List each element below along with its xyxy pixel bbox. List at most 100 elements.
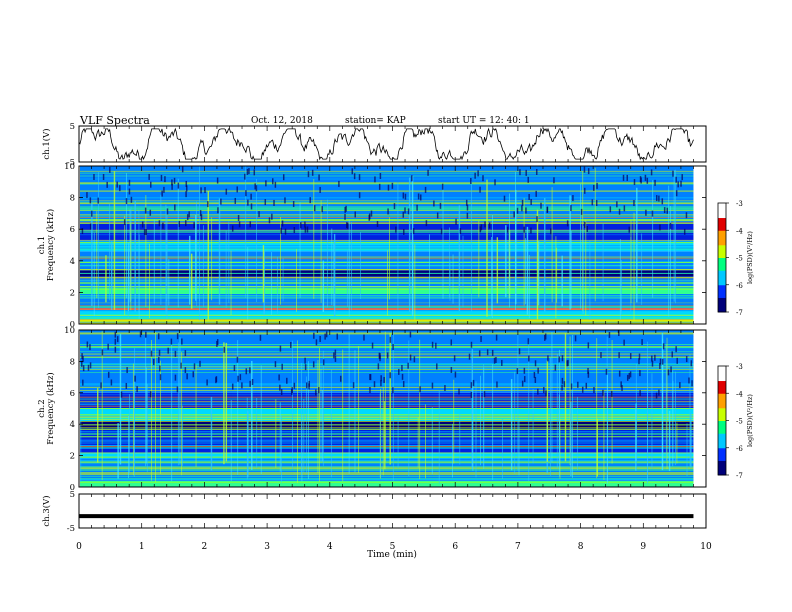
spectrogram-speckle [184,367,187,374]
spectrogram-speckle [608,331,611,338]
spectrogram-speckle [238,221,241,228]
spectrogram-speckle [393,203,396,210]
y-tick-label: 4 [70,257,75,267]
spectrogram-speckle [519,169,521,176]
spectrogram-speckle [89,362,92,369]
colorbar-segment [718,255,726,258]
spectrogram-speckle [373,381,376,388]
colorbar-segment [718,222,726,226]
colorbar-segment [718,389,726,392]
spectrogram-speckle [683,228,686,235]
spectrogram-speckle [358,174,361,181]
spectrogram-speckle [586,225,589,232]
colorbar-tick-label: -7 [736,472,743,480]
spectrogram-speckle [547,355,549,362]
spectrogram-speckle [215,376,218,383]
spectrogram-speckle [431,382,434,389]
colorbar-segment [718,425,726,429]
colorbar-segment [718,308,726,311]
spectrogram-speckle [420,194,422,201]
spectrogram-speckle [149,391,152,398]
colorbar-segment [718,469,726,472]
spectrogram-speckle [290,341,292,348]
spectrogram-speckle [237,375,239,382]
spectrogram-speckle [605,368,608,375]
colorbar-segment [718,415,726,418]
spectrogram-speckle [311,169,314,176]
spectrogram-speckle [308,383,310,390]
spectrogram-speckle [274,181,277,188]
y-axis-label: ch.2 [37,399,47,417]
spectrogram-speckle [216,340,218,347]
spectrogram-speckle [346,222,349,229]
spectrogram-speckle [293,226,296,233]
spectrogram-speckle [690,360,692,367]
spectrogram-speckle [181,338,183,345]
spectrogram-speckle [244,173,246,180]
spectrogram-speckle [411,175,413,182]
colorbar-segment [718,239,726,242]
spectrogram-speckle [530,227,532,234]
spectrogram-speckle [383,376,385,383]
colorbar-segment [718,409,726,412]
spectrogram-speckle [278,374,280,381]
spectrogram-speckle [466,212,469,219]
spectrogram-speckle [661,358,664,365]
spectrogram-speckle [185,191,187,198]
spectrogram-speckle [478,350,481,357]
y-tick-label: 10 [64,326,75,336]
spectrogram-speckle [639,370,641,377]
spectrogram-speckle [139,331,142,338]
colorbar-segment [718,268,726,271]
spectrogram-speckle [516,368,519,375]
spectrogram-speckle [284,228,287,235]
spectrogram-speckle [513,211,515,218]
colorbar-segment [718,273,726,277]
spectrogram-speckle [425,220,428,227]
spectrogram-speckle [545,390,547,397]
spectrogram-speckle [114,346,117,353]
spectrogram-speckle [338,180,340,187]
spectrogram-speckle [523,376,526,383]
spectrogram-speckle [315,389,317,396]
colorbar-segment [718,262,726,266]
spectrogram-speckle [324,333,326,340]
spectrogram-speckle [681,174,683,181]
spectrogram-speckle [174,374,177,381]
spectrogram-speckle [207,201,209,208]
y-tick-label: 5 [70,490,75,500]
spectrogram-speckle [319,186,321,193]
spectrogram-speckle [409,354,412,361]
spectrogram-speckle [675,190,678,197]
spectrogram-speckle [304,226,307,233]
colorbar-tick-label: -5 [736,418,743,426]
spectrogram-speckle [231,225,234,232]
spectrogram-speckle [644,174,647,181]
spectrogram-speckle [544,333,547,340]
spectrogram-speckle [107,343,109,350]
spectrogram-speckle [377,363,380,370]
spectrogram-speckle [402,211,405,218]
spectrogram-speckle [398,368,400,375]
spectrogram-speckle [527,176,529,183]
spectrogram-speckle [321,206,323,213]
spectrogram-speckle [479,226,482,233]
spectrogram-speckle [81,228,84,235]
spectrogram-speckle [431,341,434,348]
spectrogram-speckle [663,207,666,214]
spectrogram-speckle [345,205,347,212]
spectrogram-speckle [472,379,475,386]
colorbar-segment [718,375,726,378]
spectrogram-speckle [523,226,525,233]
spectrogram-speckle [392,343,394,350]
y-tick-label: 2 [70,452,75,462]
colorbar-segment [718,429,726,432]
spectrogram-speckle [483,391,486,398]
colorbar-segment [718,244,726,248]
spectrogram-speckle [259,334,262,341]
spectrogram-speckle [480,335,482,342]
colorbar-segment [718,292,726,295]
spectrogram-speckle [645,209,647,216]
colorbar-segment [718,382,726,385]
chart-title: VLF Spectra [80,114,150,127]
